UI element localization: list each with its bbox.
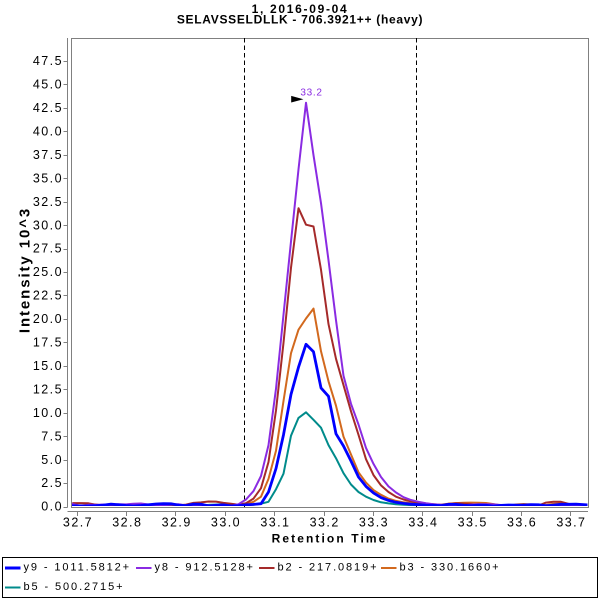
- svg-text:33.5: 33.5: [458, 516, 488, 530]
- svg-text:y9 - 1011.5812+: y9 - 1011.5812+: [24, 562, 132, 574]
- svg-text:33.4: 33.4: [408, 516, 438, 530]
- svg-text:7.5: 7.5: [41, 429, 63, 443]
- svg-text:20.0: 20.0: [33, 312, 63, 326]
- svg-text:5.0: 5.0: [41, 453, 63, 467]
- svg-text:47.5: 47.5: [33, 54, 63, 68]
- svg-text:15.0: 15.0: [33, 359, 63, 373]
- svg-text:35.0: 35.0: [33, 171, 63, 185]
- svg-text:y8 - 912.5128+: y8 - 912.5128+: [155, 562, 255, 574]
- svg-text:33.2: 33.2: [300, 88, 322, 99]
- svg-text:42.5: 42.5: [33, 101, 63, 115]
- svg-text:33.3: 33.3: [359, 516, 389, 530]
- svg-text:0.0: 0.0: [41, 500, 63, 514]
- svg-text:12.5: 12.5: [33, 382, 63, 396]
- svg-text:37.5: 37.5: [33, 148, 63, 162]
- svg-text:33.1: 33.1: [260, 516, 290, 530]
- svg-text:25.0: 25.0: [33, 265, 63, 279]
- svg-text:33.6: 33.6: [507, 516, 537, 530]
- svg-text:30.0: 30.0: [33, 218, 63, 232]
- svg-text:32.7: 32.7: [63, 516, 93, 530]
- svg-text:22.5: 22.5: [33, 289, 63, 303]
- svg-text:Intensity 10^3: Intensity 10^3: [17, 207, 34, 333]
- svg-text:33.7: 33.7: [556, 516, 586, 530]
- svg-text:17.5: 17.5: [33, 336, 63, 350]
- svg-text:32.8: 32.8: [112, 516, 142, 530]
- svg-text:33.0: 33.0: [211, 516, 241, 530]
- svg-text:SELAVSSELDLLK - 706.3921++ (he: SELAVSSELDLLK - 706.3921++ (heavy): [177, 13, 423, 27]
- svg-text:10.0: 10.0: [33, 406, 63, 420]
- svg-text:27.5: 27.5: [33, 242, 63, 256]
- svg-text:b3 - 330.1660+: b3 - 330.1660+: [400, 562, 501, 574]
- svg-text:b5 - 500.2715+: b5 - 500.2715+: [24, 581, 125, 593]
- svg-text:45.0: 45.0: [33, 78, 63, 92]
- svg-text:32.9: 32.9: [162, 516, 192, 530]
- svg-text:33.2: 33.2: [310, 516, 340, 530]
- svg-text:Retention Time: Retention Time: [272, 532, 388, 546]
- svg-text:40.0: 40.0: [33, 125, 63, 139]
- svg-text:32.5: 32.5: [33, 195, 63, 209]
- svg-text:2.5: 2.5: [41, 476, 63, 490]
- svg-text:1, 2016-09-04: 1, 2016-09-04: [252, 2, 349, 16]
- svg-text:b2 - 217.0819+: b2 - 217.0819+: [278, 562, 379, 574]
